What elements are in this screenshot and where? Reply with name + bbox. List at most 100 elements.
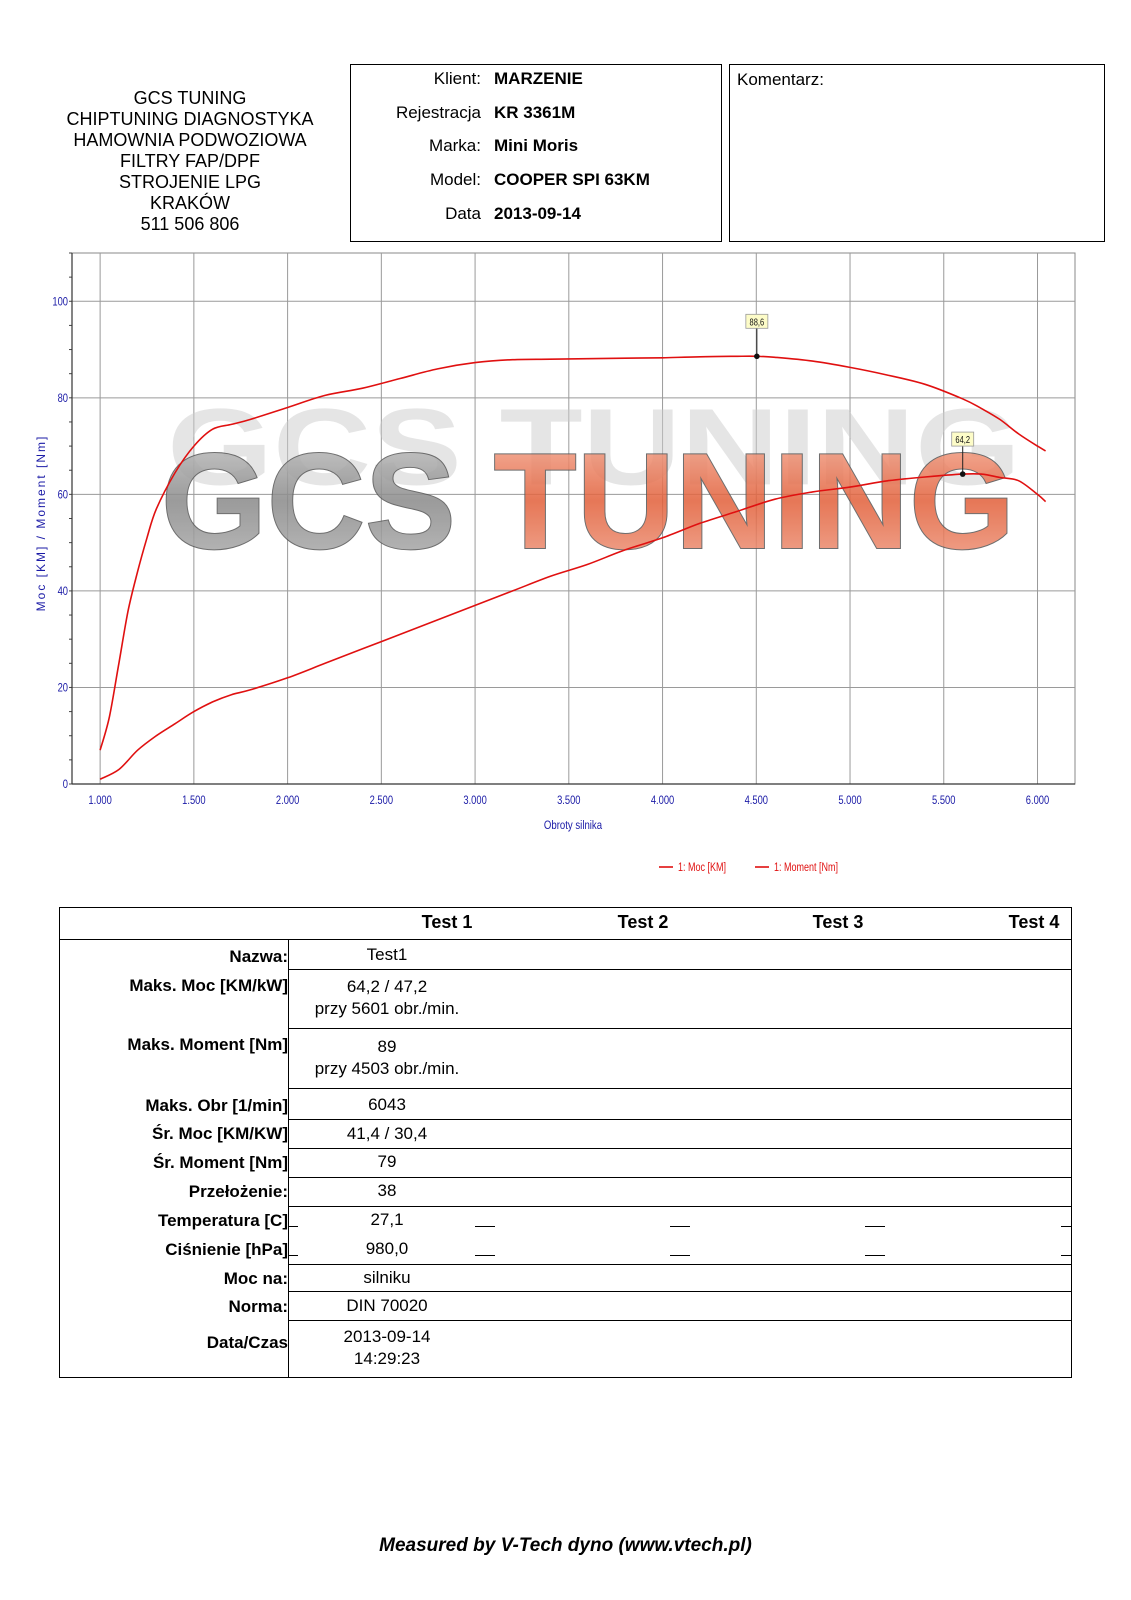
- grid: [71, 252, 1076, 785]
- peak-label-box: [951, 431, 975, 447]
- row-label-norm: Norma:: [228, 1297, 288, 1316]
- row-label-max-torque: Maks. Moment [Nm]: [127, 1035, 288, 1054]
- date-value: 2013-09-14: [494, 204, 581, 223]
- series: [99, 355, 1047, 780]
- row-divider: [288, 1148, 1071, 1149]
- company-line: HAMOWNIA PODWOZIOWA: [73, 130, 307, 150]
- model-label: Model:: [429, 170, 481, 189]
- x-axis-label: Obroty silnika: [544, 819, 603, 832]
- company-line: FILTRY FAP/DPF: [119, 151, 261, 171]
- value-max-torque-line: 89: [377, 1037, 397, 1056]
- value-name: Test1: [366, 945, 408, 964]
- results-table: Test 1 Test 2 Test 3 Test 4 Nazwa: Maks.…: [59, 907, 1072, 1378]
- company-line: 511 506 806: [140, 214, 240, 234]
- row-label-max-power: Maks. Moc [KM/kW]: [129, 976, 288, 995]
- y-axis-label: Moc [KM] / Moment [Nm]: [34, 435, 48, 612]
- value-norm: DIN 70020: [346, 1296, 428, 1315]
- y-tick-label: 100: [52, 295, 68, 308]
- make-row: Marka: Mini Moris: [351, 136, 721, 166]
- row-divider: [288, 1264, 1071, 1265]
- column-header-test-4: Test 4: [1008, 912, 1060, 932]
- company-line: CHIPTUNING DIAGNOSTYKA: [66, 109, 314, 129]
- company-line: GCS TUNING: [133, 88, 247, 108]
- model-value: COOPER SPI 63KM: [494, 170, 650, 189]
- comment-label: Komentarz:: [737, 70, 824, 89]
- x-tick-label: 6.000: [1026, 794, 1049, 807]
- x-tick-label: 5.500: [932, 794, 955, 807]
- row-label-pressure: Ciśnienie [hPa]: [165, 1240, 288, 1259]
- peak-marker: [754, 353, 760, 360]
- value-avg-power: 41,4 / 30,4: [346, 1124, 428, 1143]
- registration-row: Rejestracja KR 3361M: [351, 103, 721, 133]
- model-row: Model: COOPER SPI 63KM: [351, 170, 721, 200]
- client-info-box: Klient: MARZENIE Rejestracja KR 3361M Ma…: [350, 64, 722, 242]
- annotations: 88,6 64,2: [745, 313, 975, 477]
- table-divider: [60, 939, 1071, 940]
- row-divider: [288, 1119, 1071, 1120]
- watermark-shadow: GCS TUNING: [167, 387, 1021, 508]
- x-tick-label: 3.500: [557, 794, 580, 807]
- legend: 1: Moc [KM] 1: Moment [Nm]: [659, 861, 838, 875]
- empty-dash: [475, 1226, 495, 1227]
- row-divider: [288, 1177, 1071, 1178]
- watermark: GCS TUNING GCS TUNING: [160, 387, 1021, 578]
- row-divider: [288, 969, 1071, 970]
- row-divider: [288, 1291, 1071, 1292]
- registration-label: Rejestracja: [395, 103, 481, 122]
- x-tick-label: 5.000: [838, 794, 861, 807]
- empty-dash: [475, 1255, 495, 1256]
- empty-dash: [1061, 1226, 1071, 1227]
- value-max-torque-rpm: przy 4503 obr./min.: [314, 1059, 460, 1078]
- company-line: STROJENIE LPG: [118, 172, 262, 192]
- row-label-name: Nazwa:: [229, 947, 288, 966]
- company-info: GCS TUNING CHIPTUNING DIAGNOSTYKA HAMOWN…: [40, 88, 340, 235]
- x-tick-label: 4.500: [745, 794, 768, 807]
- legend-entry: 1: Moment [Nm]: [774, 861, 838, 875]
- value-max-power-rpm: przy 5601 obr./min.: [314, 999, 460, 1018]
- value-temperature: 27,1: [370, 1210, 404, 1229]
- row-divider: [288, 1088, 1071, 1089]
- row-label-max-rpm: Maks. Obr [1/min]: [145, 1096, 288, 1115]
- y-tick-label: 80: [58, 392, 68, 405]
- empty-dash: [865, 1255, 885, 1256]
- row-label-datetime: Data/Czas: [206, 1333, 288, 1352]
- value-pressure: 980,0: [365, 1239, 409, 1258]
- x-tick-label: 3.000: [463, 794, 486, 807]
- empty-dash: [865, 1226, 885, 1227]
- value-max-torque: 89 przy 4503 obr./min.: [289, 1036, 485, 1080]
- value-max-rpm: 6043: [368, 1095, 406, 1114]
- peak-label: 64,2: [955, 434, 970, 445]
- row-label-avg-power: Śr. Moc [KM/KW]: [152, 1124, 288, 1143]
- table-column-divider: [288, 939, 289, 1377]
- y-tick-label: 40: [58, 585, 68, 598]
- peak-marker: [959, 471, 966, 477]
- empty-dash: [670, 1226, 690, 1227]
- x-tick-label: 4.000: [651, 794, 674, 807]
- row-divider: [288, 1320, 1071, 1321]
- row-label-temperature: Temperatura [C]: [157, 1211, 288, 1230]
- column-header-test-1: Test 1: [421, 912, 473, 932]
- date-row: Data 2013-09-14: [351, 204, 721, 234]
- value-max-power: 64,2 / 47,2 przy 5601 obr./min.: [289, 976, 485, 1020]
- column-header-test-3: Test 3: [812, 912, 864, 932]
- client-value: MARZENIE: [494, 69, 583, 88]
- company-line: KRAKÓW: [149, 193, 230, 213]
- value-power-at: silniku: [363, 1268, 411, 1287]
- row-divider: [288, 1206, 1071, 1207]
- value-time: 14:29:23: [353, 1349, 421, 1368]
- row-label-gear-ratio: Przełożenie:: [188, 1182, 288, 1201]
- value-max-power-line: 64,2 / 47,2: [346, 977, 428, 996]
- y-tick-label: 60: [58, 488, 68, 501]
- x-tick-label: 2.500: [370, 794, 393, 807]
- axes: 1.000 1.500 2.000 2.500 3.000 3.500 4.000 4.500…: [52, 252, 1075, 807]
- row-label-avg-torque: Śr. Moment [Nm]: [152, 1153, 288, 1172]
- footer-credit: Measured by V-Tech dyno (www.vtech.pl): [379, 1535, 752, 1556]
- column-header-test-2: Test 2: [617, 912, 669, 932]
- torque-curve: [99, 355, 1046, 751]
- empty-dash: [288, 1255, 298, 1256]
- x-tick-label: 2.000: [276, 794, 299, 807]
- row-divider: [288, 1028, 1071, 1029]
- date-label: Data: [445, 204, 481, 223]
- comment-box: Komentarz:: [729, 64, 1105, 242]
- client-label: Klient:: [433, 69, 481, 88]
